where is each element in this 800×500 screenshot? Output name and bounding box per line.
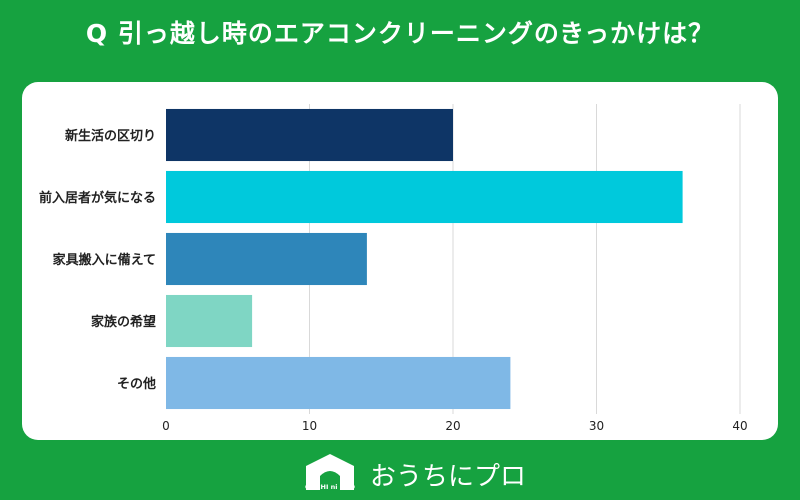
footer: OUCHI ni PRO おうちにプロ bbox=[0, 452, 800, 496]
bar bbox=[166, 294, 253, 348]
category-label: 家族の希望 bbox=[91, 314, 156, 330]
bar bbox=[166, 356, 511, 410]
brand-name: おうちにプロ bbox=[370, 462, 527, 492]
bar bbox=[166, 232, 367, 286]
chart-card: 新生活の区切り前入居者が気になる家具搬入に備えて家族の希望その他 0 10 20 30… bbox=[22, 82, 778, 440]
bar bbox=[166, 170, 683, 224]
x-tick-label: 30 bbox=[589, 419, 604, 433]
chart-title: Q 引っ越し時のエアコンクリーニングのきっかけは？ bbox=[85, 19, 715, 48]
x-tick-label: 20 bbox=[445, 419, 460, 433]
bar bbox=[166, 108, 453, 162]
x-tick-labels: 0 10 20 30 40 bbox=[162, 419, 747, 433]
x-tick-label: 40 bbox=[732, 419, 747, 433]
category-label: 家具搬入に備えて bbox=[53, 252, 156, 268]
x-tick-label: 0 bbox=[162, 419, 170, 433]
house-logo-icon: OUCHI ni PRO bbox=[305, 454, 356, 491]
category-label: その他 bbox=[117, 376, 156, 392]
x-tick-label: 10 bbox=[302, 419, 317, 433]
logo-text: OUCHI ni PRO bbox=[305, 483, 356, 491]
category-label: 新生活の区切り bbox=[65, 128, 156, 144]
bars bbox=[166, 108, 683, 410]
category-label: 前入居者が気になる bbox=[39, 190, 156, 206]
